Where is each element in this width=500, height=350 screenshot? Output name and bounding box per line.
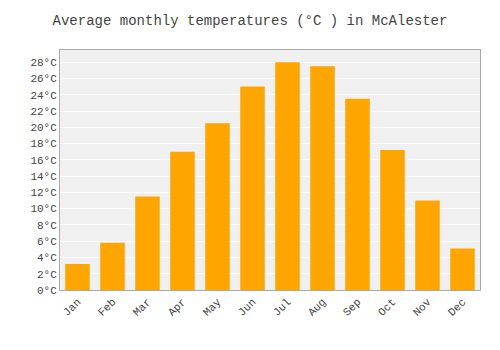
svg-text:May: May [201,296,224,319]
svg-text:Oct: Oct [376,296,398,318]
svg-text:Average monthly temperatures (: Average monthly temperatures (°C ) in Mc… [53,13,448,29]
svg-text:10°C: 10°C [30,203,57,215]
svg-text:Feb: Feb [96,296,118,318]
svg-text:Jul: Jul [271,296,293,318]
svg-text:Nov: Nov [411,296,434,319]
svg-text:Dec: Dec [446,296,468,318]
svg-text:4°C: 4°C [37,252,57,264]
svg-text:Jan: Jan [61,296,83,318]
svg-text:18°C: 18°C [30,138,57,150]
svg-text:0°C: 0°C [37,285,57,297]
svg-text:2°C: 2°C [37,269,57,281]
svg-text:12°C: 12°C [30,187,57,199]
svg-text:14°C: 14°C [30,171,57,183]
svg-text:Jun: Jun [236,296,258,318]
svg-text:26°C: 26°C [30,73,57,85]
svg-text:16°C: 16°C [30,155,57,167]
svg-text:Apr: Apr [166,296,188,318]
svg-text:6°C: 6°C [37,236,57,248]
svg-text:28°C: 28°C [30,57,57,69]
svg-text:Mar: Mar [131,296,153,318]
svg-text:22°C: 22°C [30,106,57,118]
svg-text:24°C: 24°C [30,90,57,102]
svg-text:20°C: 20°C [30,122,57,134]
svg-text:8°C: 8°C [37,220,57,232]
svg-text:Sep: Sep [341,296,363,318]
svg-text:Aug: Aug [306,296,328,318]
